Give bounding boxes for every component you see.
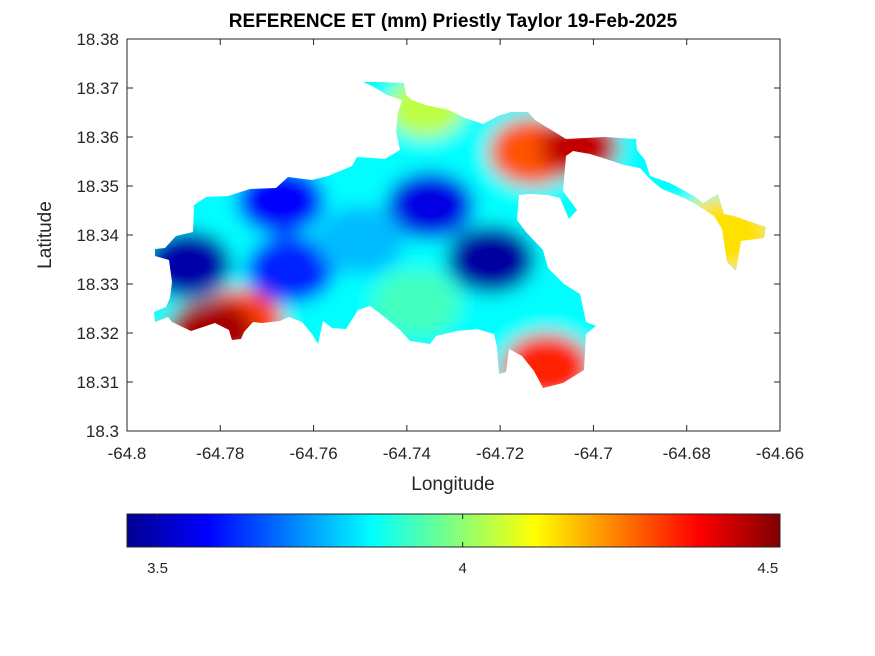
region-south-central <box>371 269 461 338</box>
colorbar <box>126 513 781 548</box>
y-tick-label: 18.38 <box>76 30 119 49</box>
x-tick-label: -64.7 <box>574 444 613 463</box>
x-tick-label: -64.68 <box>663 444 711 463</box>
region-center-west <box>246 235 335 304</box>
region-center <box>316 205 405 274</box>
x-tick-label: -64.74 <box>383 444 431 463</box>
colorbar-tick-label: 4 <box>458 560 466 577</box>
x-axis: -64.8 -64.78 -64.76 -64.74 -64.72 -64.7 -64.68… <box>108 39 804 463</box>
y-tick-label: 18.3 <box>86 422 119 441</box>
colorbar-ticks: 3.5 4 4.5 <box>147 514 778 577</box>
y-tick-label: 18.31 <box>76 373 119 392</box>
chart-title: REFERENCE ET (mm) Priestly Taylor 19-Feb… <box>229 11 678 32</box>
y-tick-label: 18.37 <box>76 79 119 98</box>
colorbar-tick-label: 4.5 <box>757 560 778 577</box>
y-tick-label: 18.34 <box>76 226 119 245</box>
y-axis-label: Latitude <box>35 201 56 269</box>
x-axis-label: Longitude <box>411 474 494 495</box>
colorbar-tick-label: 3.5 <box>147 560 168 577</box>
region-north-central <box>385 171 475 240</box>
x-tick-label: -64.72 <box>476 444 524 463</box>
x-tick-label: -64.76 <box>289 444 337 463</box>
x-tick-label: -64.8 <box>108 444 147 463</box>
x-tick-label: -64.66 <box>756 444 804 463</box>
y-tick-label: 18.35 <box>76 177 119 196</box>
y-tick-label: 18.33 <box>76 275 119 294</box>
y-axis: 18.3 18.31 18.32 18.33 18.34 18.35 18.36 18.37 1… <box>76 30 780 441</box>
y-tick-label: 18.36 <box>76 128 119 147</box>
region-central-east-min <box>446 225 536 294</box>
x-tick-label: -64.78 <box>196 444 244 463</box>
y-tick-label: 18.32 <box>76 324 119 343</box>
